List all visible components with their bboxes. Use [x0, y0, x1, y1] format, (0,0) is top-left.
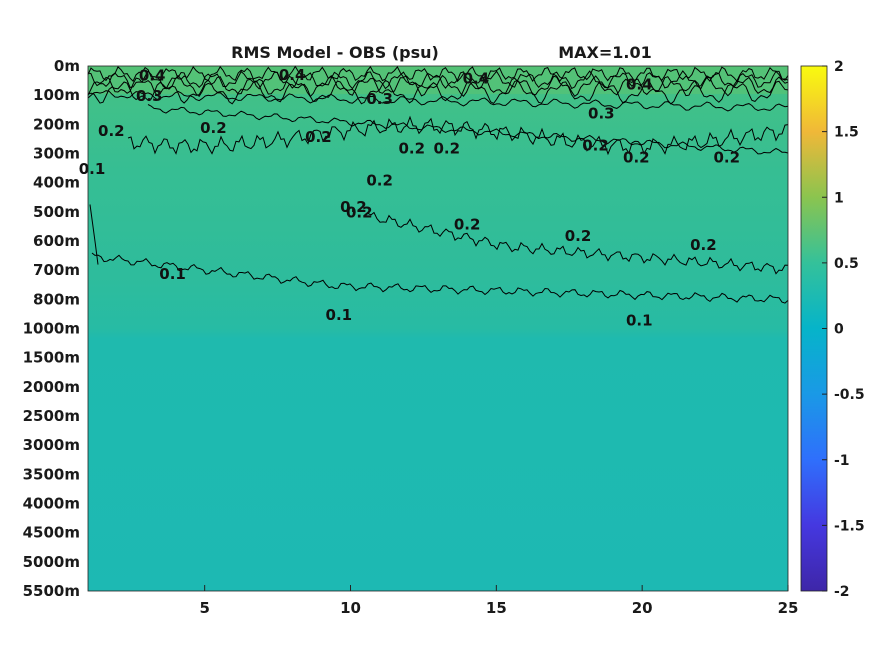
y-tick-label: 5500m: [23, 582, 80, 600]
y-tick-label: 4000m: [23, 495, 80, 513]
contour-label: 0.1: [79, 160, 106, 178]
contour-line-surface: [87, 74, 789, 98]
contour-line-0-1: [91, 252, 789, 304]
colorbar-tick-label: 2: [834, 59, 844, 75]
contour-label: 0.4: [139, 67, 166, 85]
contour-label: 0.2: [713, 148, 740, 166]
contour-label-group: 0.40.30.4 0.4 0.40.30.30.2 0.2 0.20.2 0.20.20…: [79, 66, 740, 330]
y-tick-label: 0m: [54, 57, 80, 75]
colorbar-tick-label: -1.5: [834, 518, 865, 534]
colorbar-tick-label: 1.5: [834, 125, 859, 141]
colorbar-tick-label: 1: [834, 190, 844, 206]
contour-label: 0.2: [690, 236, 717, 254]
colorbar-ticks: 2 1.5 1 0.5 0 -0.5 -1 -1.5 -2: [822, 59, 865, 600]
colorbar: 2 1.5 1 0.5 0 -0.5 -1 -1.5 -2: [800, 59, 865, 600]
contour-label: 0.3: [366, 90, 393, 108]
colorbar-tick-label: -2: [834, 584, 850, 600]
colorbar-tick-label: 0.5: [834, 256, 859, 272]
contour-label: 0.2: [582, 137, 609, 155]
y-tick-label: 2000m: [23, 378, 80, 396]
contour-label: 0.2: [340, 198, 367, 216]
contour-label: 0.4: [626, 75, 653, 93]
y-tick-label: 200m: [33, 115, 80, 133]
contour-label: 0.2: [366, 172, 393, 190]
max-annotation: MAX=1.01: [558, 43, 652, 62]
contour-lines: [87, 65, 789, 304]
contour-line-0-4: [87, 90, 789, 112]
x-tick-label: 15: [486, 599, 507, 617]
y-tick-label: 700m: [33, 261, 80, 279]
y-tick-label: 500m: [33, 203, 80, 221]
contour-label: 0.2: [623, 148, 650, 166]
colorbar-tick-label: -1: [834, 453, 850, 469]
chart-title: RMS Model - OBS (psu): [231, 43, 439, 62]
y-tick-label: 100m: [33, 86, 80, 104]
y-tick-label: 400m: [33, 174, 80, 192]
y-tick-label: 1000m: [23, 320, 80, 338]
colorbar-tick-label: -0.5: [834, 387, 865, 403]
contour-label: 0.2: [433, 140, 460, 158]
contour-line-0-3: [147, 104, 789, 155]
y-tick-label: 2500m: [23, 407, 80, 425]
contour-line-0-2-upper: [127, 115, 789, 156]
contour-label: 0.2: [565, 227, 592, 245]
contour-label: 0.2: [98, 122, 125, 140]
contour-label: 0.2: [454, 215, 481, 233]
y-tick-label: 5000m: [23, 553, 80, 571]
x-tick-label: 20: [632, 599, 653, 617]
contour-label: 0.1: [626, 312, 653, 330]
x-tick-label: 25: [778, 599, 799, 617]
x-tick-label: 5: [199, 599, 209, 617]
x-axis: 5 10 15 20 25: [199, 585, 798, 617]
y-axis: 0m 100m 200m 300m 400m 500m 600m 700m 800m 1000m 1…: [23, 57, 80, 600]
contour-line-0-1-left: [89, 204, 99, 265]
contour-label: 0.4: [463, 70, 490, 88]
y-tick-label: 300m: [33, 145, 80, 163]
y-tick-label: 600m: [33, 232, 80, 250]
colorbar-tick-label: 0: [834, 322, 844, 338]
y-tick-label: 1500m: [23, 349, 80, 367]
y-tick-label: 3500m: [23, 465, 80, 483]
contour-label: 0.1: [159, 265, 186, 283]
x-tick-label: 10: [340, 599, 361, 617]
contour-label: 0.1: [326, 306, 353, 324]
contour-label: 0.2: [398, 140, 425, 158]
y-tick-label: 3000m: [23, 436, 80, 454]
contour-line-0-2-lower: [367, 211, 789, 275]
contour-label: 0.3: [588, 105, 615, 123]
plot-area: 0.40.30.4 0.4 0.40.30.30.2 0.2 0.20.2 0.20.20…: [79, 65, 789, 592]
contour-label: 0.4: [279, 66, 306, 84]
contour-label: 0.2: [346, 204, 373, 222]
y-tick-label: 800m: [33, 290, 80, 308]
contour-label: 0.3: [136, 87, 163, 105]
plot-frame: [87, 65, 789, 592]
y-tick-label: 4500m: [23, 524, 80, 542]
contour-label: 0.2: [305, 128, 332, 146]
heatmap-field: [88, 66, 788, 591]
contour-label: 0.2: [200, 119, 227, 137]
